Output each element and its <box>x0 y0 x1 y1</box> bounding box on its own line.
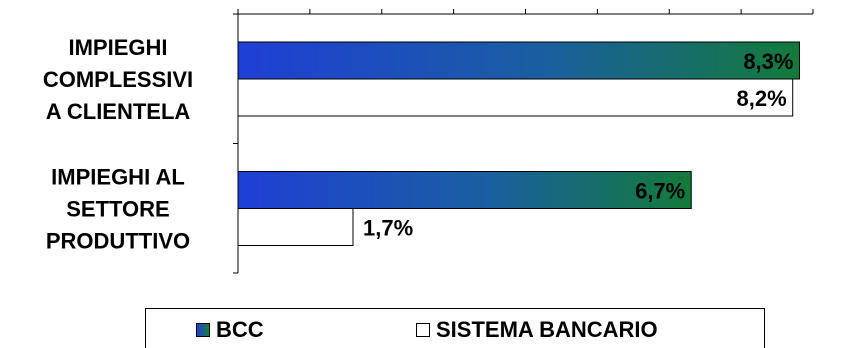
bar-bcc <box>237 41 800 80</box>
category-label: PRODUTTIVO <box>46 228 190 253</box>
data-label: 1,7% <box>363 216 413 241</box>
legend-swatch-bcc <box>196 323 210 337</box>
legend-label-sistema: SISTEMA BANCARIO <box>436 317 658 342</box>
legend-label-bcc: BCC <box>216 317 264 342</box>
value-labels: 8,3% 6,7% 8,2% 1,7% <box>363 49 793 241</box>
legend-swatch-sistema <box>416 323 430 337</box>
bar-bcc <box>237 171 692 209</box>
data-label: 8,3% <box>743 49 793 74</box>
category-label: IMPIEGHI AL <box>51 164 185 189</box>
legend-item-sistema: SISTEMA BANCARIO <box>416 317 658 343</box>
category-label: A CLIENTELA <box>46 99 191 124</box>
bar-sistema <box>237 78 794 117</box>
category-label: COMPLESSIVI <box>43 67 193 92</box>
bars <box>237 41 800 246</box>
category-label: IMPIEGHI <box>68 35 167 60</box>
data-label: 8,2% <box>737 86 787 111</box>
category-labels: IMPIEGHI COMPLESSIVI A CLIENTELA IMPIEGHI A… <box>43 35 193 254</box>
bar-sistema <box>237 208 354 246</box>
legend: BCC SISTEMA BANCARIO <box>145 308 765 348</box>
category-label: SETTORE <box>66 196 170 221</box>
legend-item-bcc: BCC <box>196 317 264 343</box>
data-label: 6,7% <box>635 179 685 204</box>
